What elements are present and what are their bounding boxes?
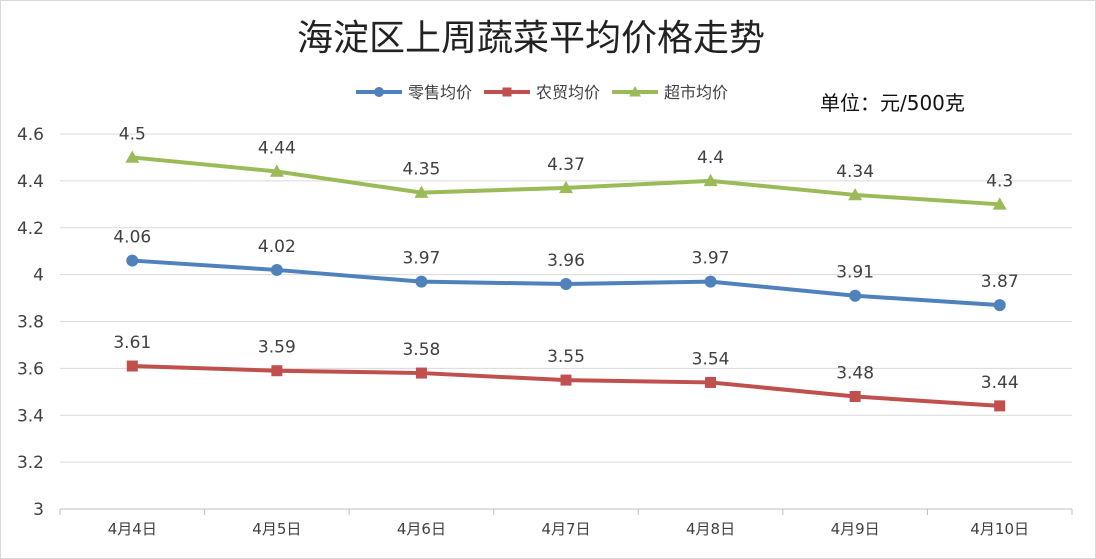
data-label: 4.44	[258, 139, 296, 159]
data-point	[126, 360, 138, 372]
x-tick-label: 4月7日	[541, 520, 590, 538]
data-point	[269, 164, 284, 177]
data-point	[992, 197, 1007, 210]
data-label: 4.35	[402, 160, 440, 180]
y-tick-label: 3.2	[17, 453, 44, 473]
data-label: 3.87	[981, 272, 1019, 292]
data-label: 3.96	[547, 251, 585, 271]
legend-label: 超市均价	[664, 83, 728, 102]
x-tick-label: 4月6日	[397, 520, 446, 538]
data-point	[560, 278, 572, 290]
data-point	[849, 289, 862, 302]
y-tick-label: 4	[33, 266, 44, 286]
data-label: 4.5	[119, 124, 146, 144]
data-label: 4.37	[547, 155, 585, 175]
data-point	[704, 275, 717, 288]
y-tick-label: 4.4	[17, 172, 44, 192]
x-tick-label: 4月9日	[831, 520, 880, 538]
legend: 零售均价 农贸均价 超市均价	[356, 83, 728, 102]
data-point	[502, 87, 512, 97]
data-point	[703, 173, 718, 187]
unit-note: 单位：元/500克	[820, 91, 965, 115]
data-label: 3.48	[836, 364, 874, 384]
data-label: 3.54	[692, 349, 730, 369]
data-label: 3.44	[981, 373, 1019, 393]
chart-title: 海淀区上周蔬菜平均价格走势	[297, 18, 765, 59]
data-label: 4.34	[836, 162, 874, 182]
data-labels: 4.06 4.02 3.97 3.96 3.97 3.91 3.87 3.61 3.59 3.58…	[113, 124, 1018, 392]
data-label: 3.97	[402, 249, 440, 269]
x-tick-label: 4月8日	[686, 520, 735, 538]
y-tick-label: 4.6	[17, 125, 44, 145]
data-label: 3.58	[402, 340, 440, 360]
legend-label: 农贸均价	[536, 83, 600, 102]
data-point	[125, 150, 140, 163]
data-label: 3.91	[836, 263, 874, 283]
y-tick-label: 3	[33, 500, 44, 520]
data-point	[993, 299, 1006, 312]
legend-label: 零售均价	[408, 83, 472, 102]
x-tick-label: 4月10日	[970, 520, 1029, 538]
data-point	[415, 275, 428, 288]
data-label: 4.06	[113, 228, 151, 248]
data-point	[848, 187, 863, 201]
x-tick-label: 4月5日	[252, 520, 301, 538]
gridlines	[60, 133, 1072, 463]
data-label: 3.97	[692, 249, 730, 269]
data-point	[994, 400, 1006, 412]
data-point	[559, 180, 573, 194]
data-point	[560, 374, 572, 386]
data-label: 3.61	[113, 333, 151, 353]
data-point	[415, 367, 427, 379]
data-label: 4.3	[986, 171, 1013, 191]
data-point	[629, 86, 641, 97]
y-tick-label: 3.8	[17, 313, 44, 333]
data-label: 3.59	[258, 338, 296, 358]
data-point	[126, 254, 139, 267]
data-label: 4.02	[258, 237, 296, 257]
axes: 3 3.2 3.4 3.6 3.8 4 4.2 4.4 4.6 4月4日 4月5日 4月6日 4月7日 4…	[17, 125, 1073, 538]
data-point	[270, 263, 283, 276]
data-label: 4.4	[697, 148, 724, 168]
data-label: 3.55	[547, 347, 585, 367]
data-point	[271, 365, 283, 377]
data-point	[374, 87, 384, 97]
y-tick-label: 3.6	[17, 359, 44, 379]
x-tick-label: 4月4日	[108, 520, 157, 538]
y-tick-label: 3.4	[17, 406, 44, 426]
data-point	[849, 391, 861, 402]
data-point	[705, 376, 717, 388]
data-point	[414, 185, 429, 198]
y-tick-label: 4.2	[17, 219, 44, 239]
series-lines	[125, 150, 1007, 412]
